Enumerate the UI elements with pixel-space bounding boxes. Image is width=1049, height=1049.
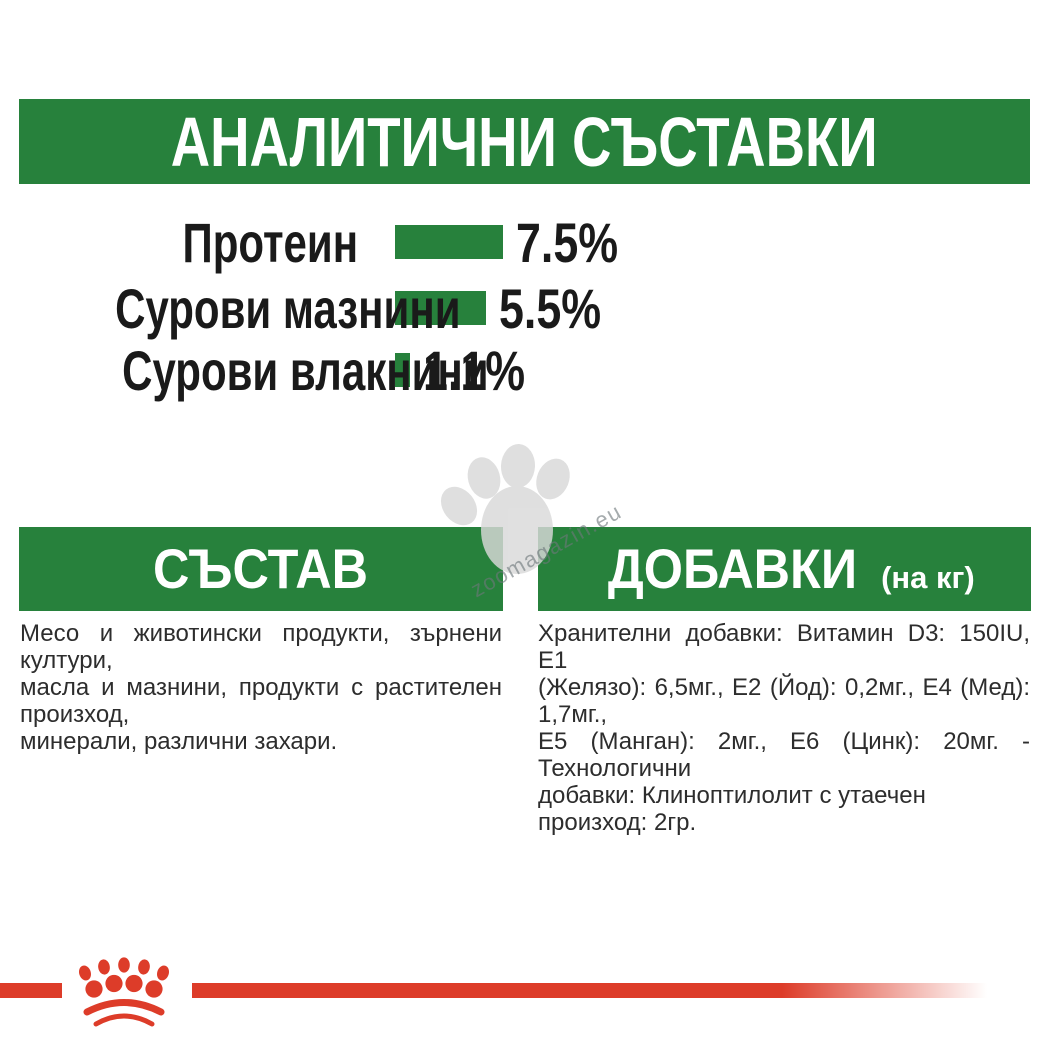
nutrient-bar-chart: Протеин 7.5% Сурови мазнини 5.5% Сурови …: [0, 0, 1049, 430]
composition-section-banner: СЪСТАВ: [19, 527, 503, 611]
additives-title: ДОБАВКИ: [608, 537, 858, 600]
additives-line: (Желязо): 6,5мг., Е2 (Йод): 0,2мг., Е4 (…: [538, 674, 1030, 728]
additives-line: добавки: Клиноптилолит с утаечен произхо…: [538, 782, 926, 836]
nutrient-bar: [395, 225, 503, 259]
nutrient-row-protein: Протеин 7.5%: [0, 210, 1049, 274]
composition-title: СЪСТАВ: [153, 537, 369, 600]
composition-text: Месо и животински продукти, зърнени култ…: [20, 620, 502, 755]
composition-line: масла и мазнини, продукти с растителен п…: [20, 674, 502, 728]
nutrient-row-fat: Сурови мазнини 5.5%: [0, 276, 1049, 340]
royal-canin-crown-logo-icon: [79, 957, 169, 1027]
composition-line: минерали, различни захари.: [20, 728, 338, 755]
brand-divider-line-left: [0, 983, 62, 998]
additives-line: Е5 (Манган): 2мг., Е6 (Цинк): 20мг. - Те…: [538, 728, 1030, 782]
nutrient-row-fibre: Сурови влакнини 1.1%: [0, 338, 1049, 402]
nutrient-label: Сурови влакнини: [122, 338, 489, 402]
nutrient-label: Протеин: [182, 210, 358, 274]
additives-line: Хранителни добавки: Витамин D3: 150IU, Е…: [538, 620, 1030, 674]
additives-section-banner: ДОБАВКИ (на кг): [538, 527, 1031, 611]
nutrient-value: 5.5%: [499, 276, 602, 340]
nutrient-bar: [395, 353, 410, 387]
brand-divider-line-right: [192, 983, 1049, 998]
nutrient-bar: [395, 291, 486, 325]
paw-watermark-icon: [440, 444, 570, 574]
additives-text: Хранителни добавки: Витамин D3: 150IU, Е…: [538, 620, 1030, 836]
analytical-section-banner: АНАЛИТИЧНИ СЪСТАВКИ: [19, 99, 1030, 184]
analytical-title: АНАЛИТИЧНИ СЪСТАВКИ: [171, 102, 878, 181]
nutrient-value: 7.5%: [516, 210, 619, 274]
nutrient-value: 1.1%: [423, 338, 526, 402]
composition-line: Месо и животински продукти, зърнени култ…: [20, 620, 502, 674]
nutrient-label: Сурови мазнини: [115, 276, 461, 340]
additives-title-suffix: (на кг): [881, 560, 975, 595]
